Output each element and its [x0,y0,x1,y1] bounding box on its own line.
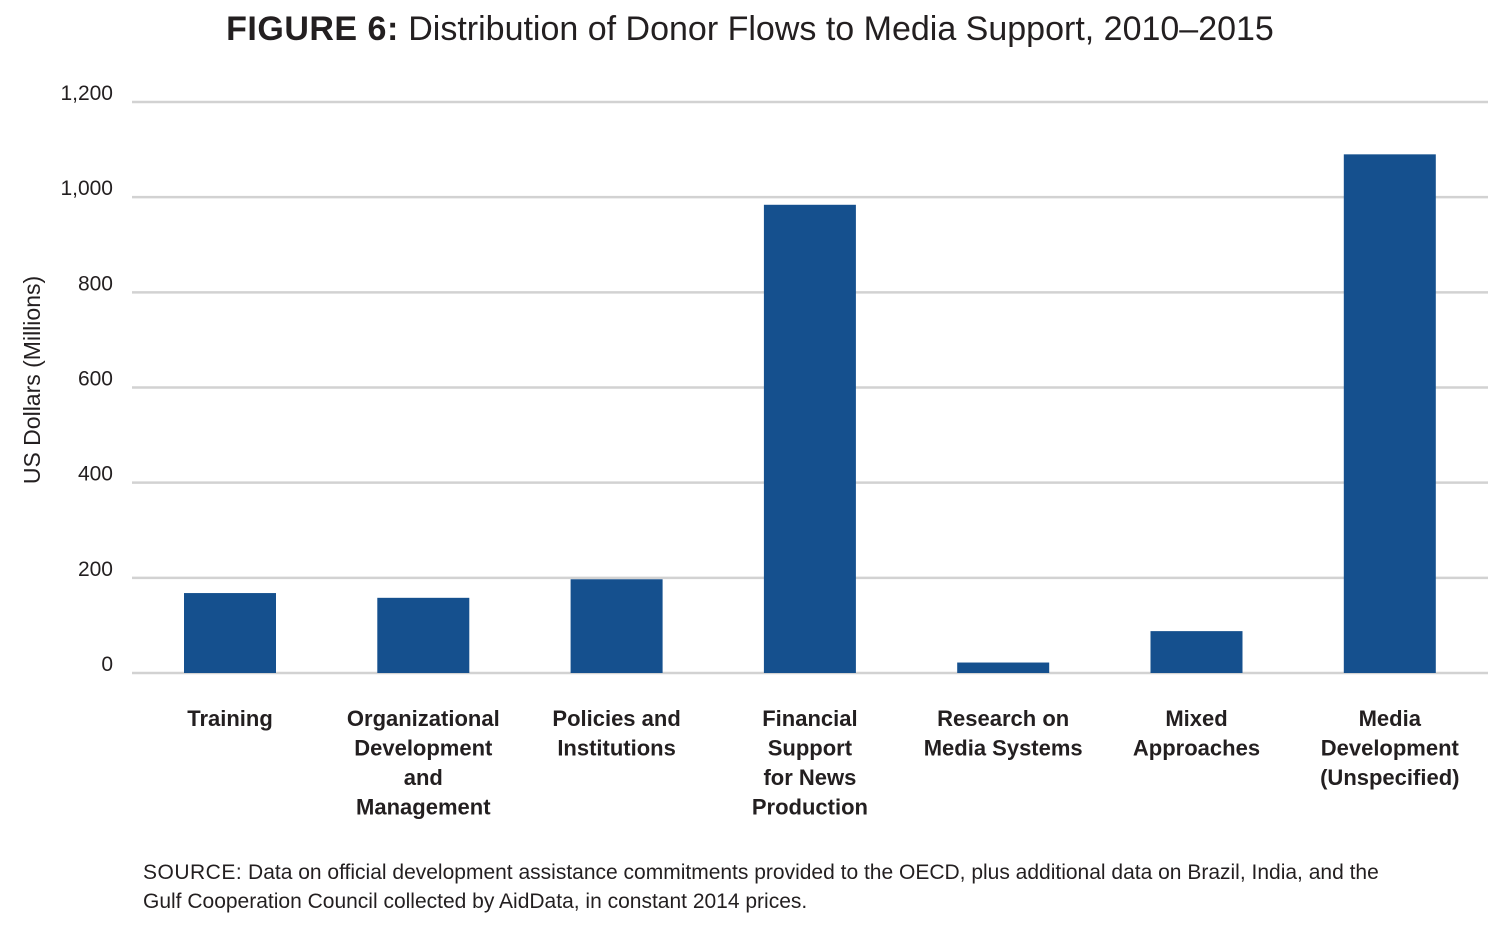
bar [377,597,470,673]
y-tick-label: 1,200 [60,82,113,105]
x-tick-label: Media Development (Unspecified) [1320,706,1459,790]
y-axis-ticks: 0 200 400 600 800 1,000 1,200 [60,82,113,676]
x-tick-label: Organizational Development and Management [347,706,500,820]
source-label: SOURCE: [143,861,243,884]
bar [570,579,663,673]
x-tick-label: Training [187,706,273,731]
source-text: Data on official development assistance … [143,861,1379,913]
y-axis-label: US Dollars (Millions) [19,276,45,484]
bar [1150,631,1243,673]
y-tick-label: 1,000 [60,177,113,200]
x-tick-label: Research on Media Systems [924,706,1083,761]
y-tick-label: 600 [78,368,113,391]
y-tick-label: 0 [101,653,113,676]
x-tick-label: Mixed Approaches [1133,706,1260,761]
bar [184,593,276,673]
figure-title: Distribution of Donor Flows to Media Sup… [408,10,1274,48]
x-axis-labels: Training Organizational Development and Mana… [187,706,1459,820]
y-tick-label: 400 [78,463,113,486]
figure-label: FIGURE 6: [226,10,399,48]
source-note: SOURCE: Data on official development ass… [143,858,1423,916]
bar [957,662,1050,673]
x-tick-label: Policies and Institutions [552,706,680,761]
y-tick-label: 800 [78,272,113,295]
bar [1343,154,1436,673]
bars [184,154,1436,673]
bar-chart: 0 200 400 600 800 1,000 1,200 Training Organiza… [19,82,1488,820]
y-tick-label: 200 [78,558,113,581]
x-tick-label: Financial Support for News Production [752,706,868,820]
chart-title: FIGURE 6: Distribution of Donor Flows to… [0,10,1500,49]
bar [763,204,856,673]
